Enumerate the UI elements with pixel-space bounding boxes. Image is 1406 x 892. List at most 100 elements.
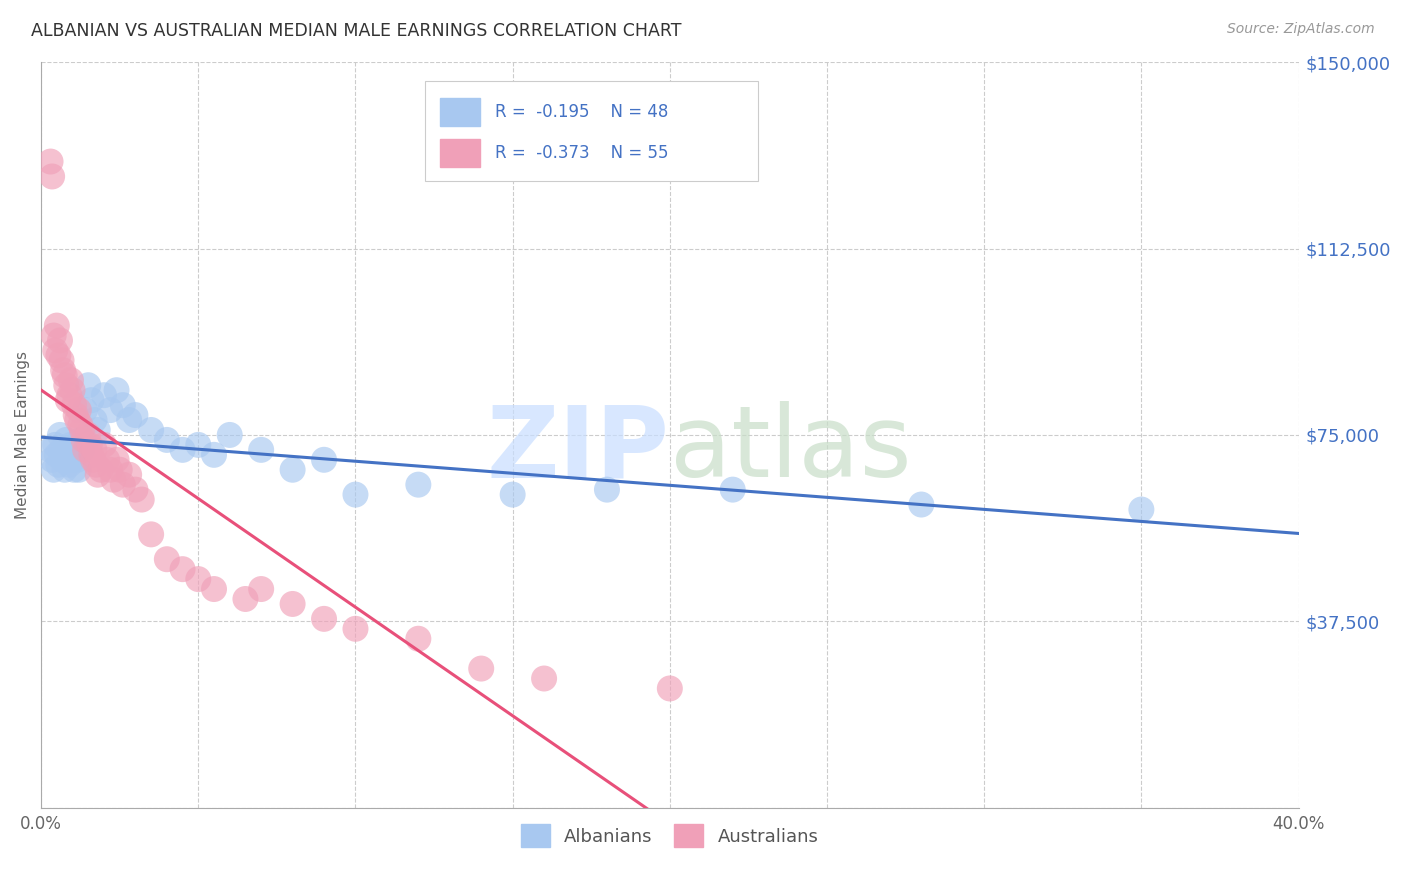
Point [56, 448, 79, 462]
Point [344, 622, 367, 636]
Point [86, 467, 108, 482]
Point [62, 452, 84, 467]
Text: R =  -0.195    N = 48: R = -0.195 N = 48 [495, 103, 668, 121]
Point [55, 378, 77, 392]
Point [83, 442, 105, 457]
Point [67, 463, 90, 477]
Point [44, 438, 66, 452]
Text: ALBANIAN VS AUSTRALIAN MEDIAN MALE EARNINGS CORRELATION CHART: ALBANIAN VS AUSTRALIAN MEDIAN MALE EARNI… [31, 22, 682, 40]
Point [312, 612, 335, 626]
Point [131, 492, 153, 507]
Point [63, 463, 86, 477]
Point [90, 463, 112, 477]
Point [281, 597, 304, 611]
Point [105, 452, 128, 467]
Point [62, 383, 84, 397]
Point [63, 398, 86, 412]
Point [108, 463, 131, 477]
Point [105, 383, 128, 397]
Point [69, 433, 91, 447]
Point [39, 154, 62, 169]
Point [53, 368, 76, 383]
Point [82, 452, 104, 467]
Point [69, 417, 91, 432]
Point [70, 442, 93, 457]
Point [202, 582, 225, 596]
Point [80, 393, 103, 408]
Point [156, 552, 179, 566]
Point [51, 353, 73, 368]
Point [502, 487, 524, 501]
Point [39, 442, 62, 457]
Point [48, 348, 70, 362]
Point [42, 463, 65, 477]
Point [111, 398, 134, 412]
Point [187, 572, 209, 586]
Point [218, 428, 240, 442]
Text: Source: ZipAtlas.com: Source: ZipAtlas.com [1227, 22, 1375, 37]
Point [93, 388, 115, 402]
Point [53, 463, 76, 477]
Point [124, 408, 146, 422]
Point [103, 473, 125, 487]
Point [67, 403, 90, 417]
Point [98, 463, 121, 477]
Point [75, 403, 97, 417]
Point [59, 373, 82, 387]
Point [250, 442, 273, 457]
Point [187, 438, 209, 452]
Text: ZIP: ZIP [486, 401, 669, 499]
Text: R =  -0.373    N = 55: R = -0.373 N = 55 [495, 145, 668, 162]
Text: atlas: atlas [669, 401, 911, 499]
Point [80, 448, 103, 462]
Point [58, 388, 80, 402]
Point [470, 662, 492, 676]
Point [70, 423, 93, 437]
Bar [440, 98, 479, 127]
Point [202, 448, 225, 462]
Point [48, 458, 70, 472]
Point [52, 452, 75, 467]
Point [910, 498, 932, 512]
Point [66, 452, 89, 467]
Point [111, 477, 134, 491]
Point [52, 363, 75, 377]
Point [77, 428, 100, 442]
Point [124, 483, 146, 497]
Point [721, 483, 744, 497]
Point [49, 334, 72, 348]
Point [344, 487, 367, 501]
Point [139, 423, 162, 437]
Point [172, 442, 194, 457]
Point [41, 452, 63, 467]
Y-axis label: Median Male Earnings: Median Male Earnings [15, 351, 30, 519]
Point [42, 328, 65, 343]
Point [250, 582, 273, 596]
Point [658, 681, 681, 696]
Point [51, 442, 73, 457]
Point [596, 483, 619, 497]
Point [83, 413, 105, 427]
Point [59, 438, 82, 452]
Point [41, 169, 63, 184]
Point [408, 632, 430, 646]
Point [139, 527, 162, 541]
Point [45, 448, 67, 462]
Point [49, 428, 72, 442]
Point [65, 408, 87, 422]
Point [55, 433, 77, 447]
Point [77, 378, 100, 392]
Point [75, 442, 97, 457]
Point [235, 592, 257, 607]
Point [118, 467, 141, 482]
Point [86, 423, 108, 437]
Point [96, 452, 118, 467]
Point [172, 562, 194, 576]
Point [72, 433, 94, 447]
Point [79, 438, 101, 452]
Point [56, 393, 79, 408]
Point [312, 452, 335, 467]
Point [45, 318, 67, 333]
Point [65, 442, 87, 457]
Bar [440, 139, 479, 168]
